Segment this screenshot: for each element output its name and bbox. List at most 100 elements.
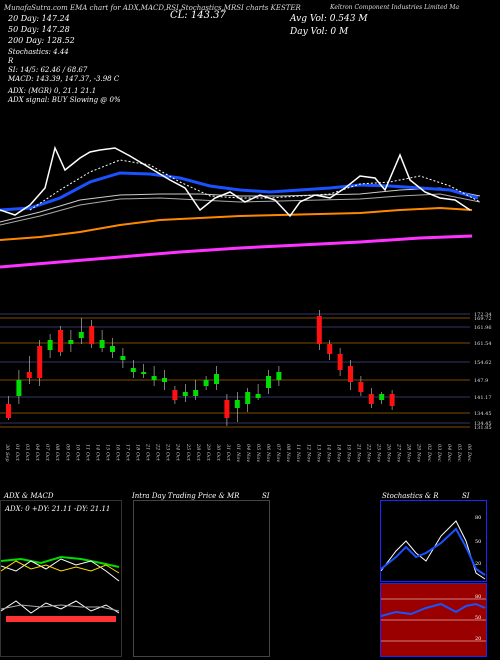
adx-yellow-line — [1, 560, 120, 574]
date-tick-label: 03 Dec — [436, 444, 442, 462]
intraday-panel — [133, 500, 270, 657]
macd-hist-bar — [6, 616, 116, 622]
date-tick-label: 29 Nov — [416, 443, 422, 462]
header-caption: MunafaSutra.com EMA chart for ADX,MACD,R… — [4, 4, 301, 12]
rsi-label: SI: 14/5: 62.46 / 68.67 — [8, 66, 88, 74]
date-tick-label: 28 Nov — [406, 443, 412, 462]
rsi-tick-80: 80 — [475, 594, 482, 600]
date-tick-label: 19 Nov — [345, 444, 351, 462]
price-level-label: 154.62 — [474, 360, 492, 366]
adx-panel: ADX: 0 +DY: 21.11 -DY: 21.11 — [0, 500, 122, 657]
stochastics-chart — [381, 520, 486, 580]
price-level-label: 161.96 — [474, 325, 492, 331]
candle-body — [58, 330, 63, 352]
candle-body — [110, 346, 115, 352]
candle-body — [337, 354, 343, 370]
candle-body — [316, 316, 322, 344]
date-tick-label: 21 Nov — [355, 443, 361, 462]
ema50b-line — [0, 193, 481, 226]
intraday-panel-title: Intra Day Trading Price & MR — [132, 492, 240, 500]
candle-body — [276, 372, 282, 380]
date-tick-label: 07 Nov — [275, 444, 281, 462]
candle-body — [368, 394, 374, 404]
macd-label: MACD: 143.39, 147.37, -3.98 C — [8, 75, 120, 83]
candle-body — [172, 390, 178, 400]
date-tick-label: 12 Nov — [305, 444, 311, 462]
date-tick-label: 30 Oct — [215, 444, 221, 462]
candle-body — [162, 378, 167, 382]
candle-body — [99, 340, 105, 348]
candle-body — [151, 376, 157, 380]
candle-body — [78, 332, 84, 338]
ema50-label: 50 Day: 147.28 — [8, 25, 70, 34]
date-tick-label: 04 Dec — [446, 444, 452, 462]
close-price-label: CL: 143.37 — [170, 10, 226, 21]
date-tick-label: 06 Dec — [466, 444, 472, 462]
date-tick-label: 22 Nov — [366, 443, 372, 462]
date-tick-label: 13 Nov — [315, 444, 321, 462]
rsi-tick-50: 50 — [475, 615, 482, 621]
macd-gray-line — [1, 604, 120, 612]
rsi-panel: 80 50 20 — [380, 583, 487, 657]
date-axis: 30 Sep 01 Oct 03 Oct 04 Oct 07 Oct 08 Oct 09 O… — [4, 443, 472, 462]
date-tick-label: 24 Oct — [175, 443, 181, 462]
candle-body — [16, 380, 22, 396]
price-level-label: 169.72 — [474, 316, 492, 322]
ema100-line — [0, 206, 473, 241]
stoch-tick-50: 50 — [475, 539, 482, 545]
candle-body — [245, 392, 251, 404]
ema-line-chart — [0, 145, 481, 269]
date-tick-label: 27 Nov — [396, 443, 402, 462]
price-level-label: 134.45 — [474, 411, 492, 417]
intraday-panel-suffix: SI — [262, 492, 270, 500]
date-tick-label: 16 Oct — [114, 444, 120, 462]
stoch-panel-suffix: SI — [462, 492, 470, 500]
candle-body — [6, 404, 11, 418]
date-tick-label: 02 Dec — [426, 444, 432, 462]
date-tick-label: 01 Nov — [235, 444, 241, 462]
candle-body — [68, 340, 74, 344]
stoch-panel-title: Stochastics & R — [382, 492, 439, 500]
candle-body — [266, 376, 271, 388]
adx-white-line — [1, 558, 120, 582]
rsi-chart — [381, 598, 486, 642]
candle-body — [379, 394, 385, 400]
candle-body — [193, 390, 199, 396]
ema50-line — [0, 187, 481, 223]
price-level-label: 131.85 — [474, 425, 492, 431]
date-tick-label: 11 Nov — [295, 444, 301, 462]
price-level-label: 161.54 — [474, 341, 492, 347]
ema-blue-line — [0, 171, 479, 212]
date-tick-label: 09 Oct — [64, 444, 70, 462]
ema20-label: 20 Day: 147.24 — [8, 14, 70, 23]
adx-signal-label: ADX signal: BUY Slowing @ 0% — [8, 96, 121, 104]
date-tick-label: 28 Oct — [195, 443, 201, 462]
candle-body — [203, 380, 209, 386]
adx-label: ADX: (MGR) 0, 21.1 21.1 — [8, 87, 97, 95]
date-tick-label: 29 Oct — [205, 443, 211, 462]
price-level-label: 172.34 — [474, 312, 492, 318]
date-tick-label: 05 Dec — [456, 444, 462, 462]
adx-panel-title: ADX & MACD — [4, 492, 54, 500]
date-tick-label: 08 Oct — [54, 444, 60, 462]
adx-green-line — [1, 555, 120, 568]
candle-body — [141, 372, 147, 374]
date-tick-label: 18 Oct — [135, 444, 141, 462]
candle-body — [182, 392, 188, 396]
candle-body — [37, 346, 43, 378]
date-tick-label: 14 Oct — [94, 444, 100, 462]
ema200-line — [0, 234, 473, 269]
candle-body — [214, 374, 219, 384]
date-tick-label: 25 Nov — [376, 443, 382, 462]
price-level-label: 134.45 — [474, 421, 492, 427]
date-tick-label: 03 Oct — [24, 444, 30, 462]
rsi-tick-20: 20 — [475, 636, 482, 642]
stoch-white-line — [381, 520, 486, 580]
stochastics-label: Stochastics: 4.44 — [8, 48, 69, 56]
candle-body — [327, 344, 333, 354]
date-tick-label: 17 Oct — [125, 444, 131, 462]
date-tick-label: 08 Nov — [285, 444, 291, 462]
price-line — [0, 145, 471, 218]
r-label: R — [8, 57, 14, 65]
candle-body — [255, 394, 261, 398]
